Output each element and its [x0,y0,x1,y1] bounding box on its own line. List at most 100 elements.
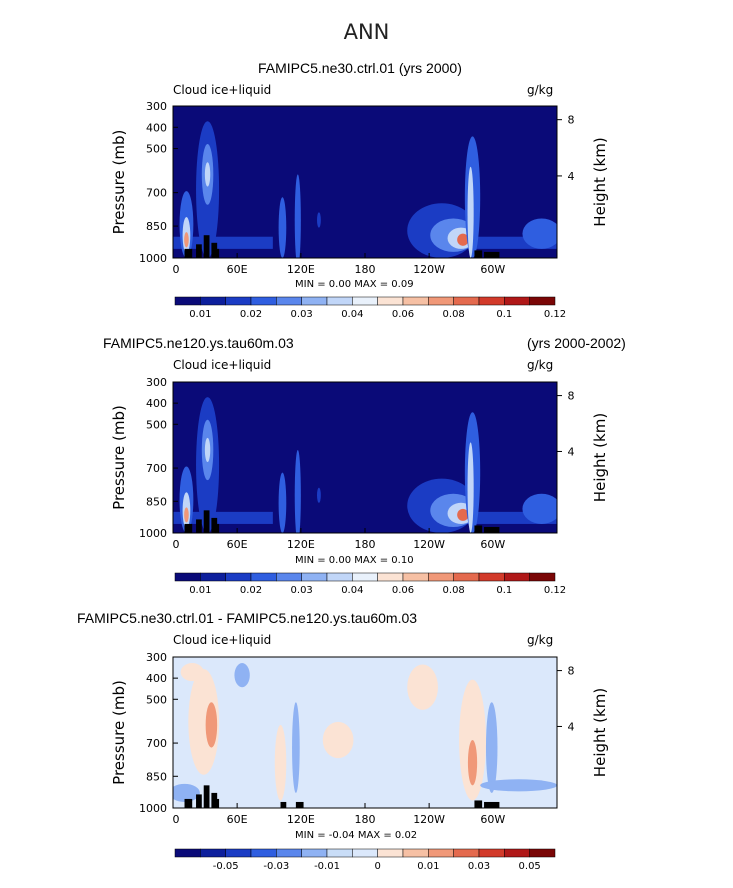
panel1-title: FAMIPC5.ne30.ctrl.01 (yrs 2000) [258,60,462,76]
panel3-var-label: Cloud ice+liquid [173,633,272,647]
diff-positive-core-1 [205,702,218,748]
colorbar-swatch [276,848,302,858]
topography-block [211,242,218,258]
longitude-tick-label: 60E [227,538,248,551]
colorbar-label: 0.04 [341,585,363,596]
colorbar-swatch [174,296,201,306]
colorbar-swatch [478,572,505,582]
panel2-title: FAMIPC5.ne120.ys.tau60m.03 [103,335,294,351]
panel3-title: FAMIPC5.ne30.ctrl.01 - FAMIPC5.ne120.ys.… [77,610,418,626]
panel2-plot-area [173,382,557,533]
convection-column-1-max [184,232,189,248]
pressure-tick-label: 400 [146,121,167,134]
colorbar-swatch [377,296,404,306]
diff-negative-band [480,779,557,792]
pressure-tick-label: 1000 [139,252,167,265]
height-tick-label: 4 [568,720,575,733]
colorbar-swatch [478,296,505,306]
colorbar-swatch [301,296,328,306]
diff-negative-patch-3 [292,702,300,793]
colorbar-swatch [352,296,378,306]
panel2-var-label: Cloud ice+liquid [173,358,272,372]
panel2-min-max: MIN = 0.00 MAX = 0.10 [295,555,414,566]
colorbar-label: 0.03 [468,861,490,872]
pressure-tick-label: 850 [146,220,167,233]
colorbar-label: 0.04 [341,309,363,320]
longitude-tick-label: 180 [355,538,376,551]
topography-block [184,798,193,808]
east-shallow-cloud [522,493,557,524]
longitude-tick-label: 120W [413,538,445,551]
diff-positive-patch-5 [407,664,438,710]
pressure-tick-label: 850 [146,495,167,508]
topography-block [211,792,218,808]
colorbar-label: 0.08 [443,309,465,320]
colorbar-label: 0.02 [240,309,262,320]
height-tick-label: 4 [568,445,575,458]
colorbar-swatch [453,848,480,858]
colorbar-swatch [453,296,480,306]
colorbar-label: 0.06 [392,309,414,320]
colorbar-label: 0.01 [189,309,211,320]
east-shallow-cloud [522,218,557,249]
colorbar-label: 0.06 [392,585,414,596]
panel3-plot-area [173,657,557,808]
panel3-units: g/kg [527,633,554,647]
topography-block [484,251,500,258]
topography-block [280,801,287,808]
stratocumulus-deck-max [457,508,469,521]
convection-column-3 [278,472,287,533]
convection-column-4 [294,449,301,533]
topography-block [196,519,202,533]
topography-block [474,525,483,533]
diff-positive-patch-6 [180,663,204,682]
colorbar-swatch [352,848,378,858]
main-title: ANN [343,20,390,44]
convection-column-2-inner [204,437,211,463]
diff-positive-patch-1 [188,669,220,775]
colorbar-label: 0.01 [417,861,439,872]
colorbar-swatch [428,296,454,306]
colorbar-swatch [529,296,556,306]
height-tick-label: 8 [568,390,575,403]
topography-block [295,801,304,808]
longitude-tick-label: 180 [355,263,376,276]
longitude-tick-label: 120E [287,813,315,826]
panel1-background [173,106,557,258]
topography-block [484,526,500,533]
topography-block [474,250,483,258]
colorbar-label: 0.03 [291,309,313,320]
stratocumulus-deck-max [457,233,469,246]
colorbar-swatch [504,572,530,582]
colorbar-label: -0.01 [314,861,340,872]
convection-column-6-core [467,166,474,258]
colorbar-swatch [529,848,556,858]
topography-block [203,785,210,808]
pressure-tick-label: 300 [146,651,167,664]
longitude-tick-label: 60W [480,813,505,826]
topography-block [184,248,193,258]
pressure-axis-title: Pressure (mb) [110,680,128,785]
longitude-tick-label: 120W [413,263,445,276]
colorbar-swatch [402,848,429,858]
colorbar-swatch [377,572,404,582]
colorbar-label: 0.12 [544,585,566,596]
colorbar-swatch [174,848,201,858]
topography-block [215,248,220,258]
height-tick-label: 8 [568,114,575,127]
convection-column-4 [294,174,301,258]
colorbar-swatch [504,296,530,306]
colorbar-swatch [250,848,277,858]
colorbar-swatch [174,572,201,582]
colorbar-label: 0.03 [291,585,313,596]
colorbar-swatch [377,848,404,858]
diff-negative-patch-4 [485,702,498,793]
diff-positive-patch-2 [274,724,287,801]
colorbar-swatch [250,296,277,306]
colorbar-label: 0 [374,861,380,872]
pressure-axis-title: Pressure (mb) [110,130,128,235]
colorbar-label: 0.01 [189,585,211,596]
longitude-tick-label: 120E [287,263,315,276]
longitude-tick-label: 120W [413,813,445,826]
